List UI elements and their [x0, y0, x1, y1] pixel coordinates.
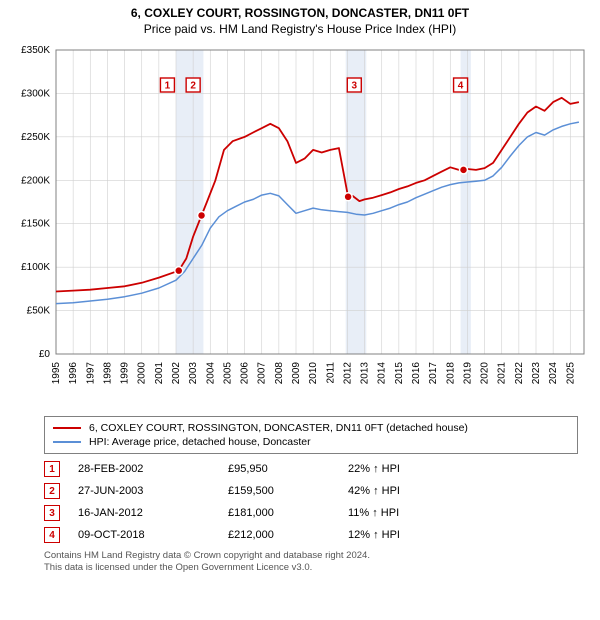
- svg-text:2000: 2000: [137, 362, 148, 385]
- svg-text:2007: 2007: [257, 362, 268, 385]
- svg-text:1997: 1997: [85, 362, 96, 385]
- footer-attribution: Contains HM Land Registry data © Crown c…: [44, 550, 578, 574]
- svg-text:2009: 2009: [291, 362, 302, 385]
- svg-text:£0: £0: [39, 349, 51, 360]
- legend-item: HPI: Average price, detached house, Donc…: [53, 435, 569, 449]
- tx-badge: 2: [44, 483, 60, 499]
- tx-badge: 3: [44, 505, 60, 521]
- svg-text:2025: 2025: [565, 362, 576, 385]
- price-chart: £0 £50K £100K £150K £200K £250K £300K £350K 1995…: [0, 40, 600, 410]
- svg-text:4: 4: [458, 81, 464, 92]
- svg-text:2: 2: [190, 81, 196, 92]
- tx-delta: 22% ↑ HPI: [348, 463, 488, 475]
- title-block: 6, COXLEY COURT, ROSSINGTON, DONCASTER, …: [0, 0, 600, 40]
- tx-price: £95,950: [228, 463, 348, 475]
- table-row: 2 27-JUN-2003 £159,500 42% ↑ HPI: [44, 480, 578, 502]
- tx-date: 27-JUN-2003: [78, 485, 228, 497]
- legend-item: 6, COXLEY COURT, ROSSINGTON, DONCASTER, …: [53, 421, 569, 435]
- chart-container: 6, COXLEY COURT, ROSSINGTON, DONCASTER, …: [0, 0, 600, 574]
- svg-text:2005: 2005: [222, 362, 233, 385]
- tx-delta: 11% ↑ HPI: [348, 507, 488, 519]
- svg-text:1996: 1996: [68, 362, 79, 385]
- table-row: 1 28-FEB-2002 £95,950 22% ↑ HPI: [44, 458, 578, 480]
- chart-subtitle: Price paid vs. HM Land Registry's House …: [10, 22, 590, 36]
- svg-text:2015: 2015: [394, 362, 405, 385]
- tx-delta: 12% ↑ HPI: [348, 529, 488, 541]
- svg-text:2013: 2013: [360, 362, 371, 385]
- svg-text:1999: 1999: [120, 362, 131, 385]
- legend-label: HPI: Average price, detached house, Donc…: [89, 436, 311, 448]
- svg-text:£50K: £50K: [27, 306, 51, 317]
- svg-text:2018: 2018: [445, 362, 456, 385]
- svg-text:£250K: £250K: [21, 132, 50, 143]
- tx-badge: 1: [44, 461, 60, 477]
- svg-text:2002: 2002: [171, 362, 182, 385]
- table-row: 3 16-JAN-2012 £181,000 11% ↑ HPI: [44, 502, 578, 524]
- tx-date: 28-FEB-2002: [78, 463, 228, 475]
- transaction-table: 1 28-FEB-2002 £95,950 22% ↑ HPI 2 27-JUN…: [44, 458, 578, 546]
- svg-text:2022: 2022: [514, 362, 525, 385]
- svg-text:£350K: £350K: [21, 45, 50, 56]
- svg-text:2008: 2008: [274, 362, 285, 385]
- footer-line: Contains HM Land Registry data © Crown c…: [44, 550, 578, 562]
- tx-badge: 4: [44, 527, 60, 543]
- tx-price: £159,500: [228, 485, 348, 497]
- chart-title: 6, COXLEY COURT, ROSSINGTON, DONCASTER, …: [10, 6, 590, 20]
- svg-text:2016: 2016: [411, 362, 422, 385]
- svg-text:2024: 2024: [548, 362, 559, 385]
- svg-text:1995: 1995: [51, 362, 62, 385]
- tx-date: 16-JAN-2012: [78, 507, 228, 519]
- svg-text:2006: 2006: [240, 362, 251, 385]
- svg-text:2021: 2021: [497, 362, 508, 385]
- svg-text:£100K: £100K: [21, 262, 50, 273]
- svg-text:£200K: £200K: [21, 175, 50, 186]
- svg-text:2004: 2004: [205, 362, 216, 385]
- legend-swatch: [53, 427, 81, 429]
- legend-label: 6, COXLEY COURT, ROSSINGTON, DONCASTER, …: [89, 422, 468, 434]
- tx-price: £212,000: [228, 529, 348, 541]
- svg-text:2020: 2020: [480, 362, 491, 385]
- svg-text:2003: 2003: [188, 362, 199, 385]
- svg-text:2014: 2014: [377, 362, 388, 385]
- svg-text:2001: 2001: [154, 362, 165, 385]
- svg-text:2023: 2023: [531, 362, 542, 385]
- svg-text:£300K: £300K: [21, 88, 50, 99]
- svg-text:2010: 2010: [308, 362, 319, 385]
- svg-text:2017: 2017: [428, 362, 439, 385]
- svg-text:2012: 2012: [342, 362, 353, 385]
- tx-price: £181,000: [228, 507, 348, 519]
- svg-text:£150K: £150K: [21, 219, 50, 230]
- legend-swatch: [53, 441, 81, 443]
- svg-text:2011: 2011: [325, 362, 336, 384]
- legend: 6, COXLEY COURT, ROSSINGTON, DONCASTER, …: [44, 416, 578, 454]
- svg-text:1: 1: [165, 81, 171, 92]
- tx-delta: 42% ↑ HPI: [348, 485, 488, 497]
- footer-line: This data is licensed under the Open Gov…: [44, 562, 578, 574]
- svg-text:3: 3: [352, 81, 358, 92]
- tx-date: 09-OCT-2018: [78, 529, 228, 541]
- svg-text:2019: 2019: [462, 362, 473, 385]
- svg-text:1998: 1998: [102, 362, 113, 385]
- table-row: 4 09-OCT-2018 £212,000 12% ↑ HPI: [44, 524, 578, 546]
